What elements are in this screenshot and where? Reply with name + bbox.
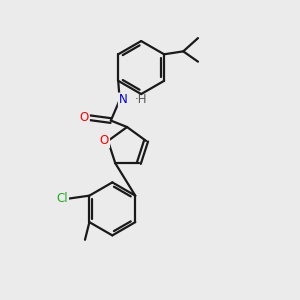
Text: ·H: ·H (135, 93, 148, 106)
Text: O: O (100, 134, 109, 147)
Text: Cl: Cl (56, 192, 68, 205)
Text: O: O (80, 111, 89, 124)
Text: N: N (119, 93, 128, 106)
